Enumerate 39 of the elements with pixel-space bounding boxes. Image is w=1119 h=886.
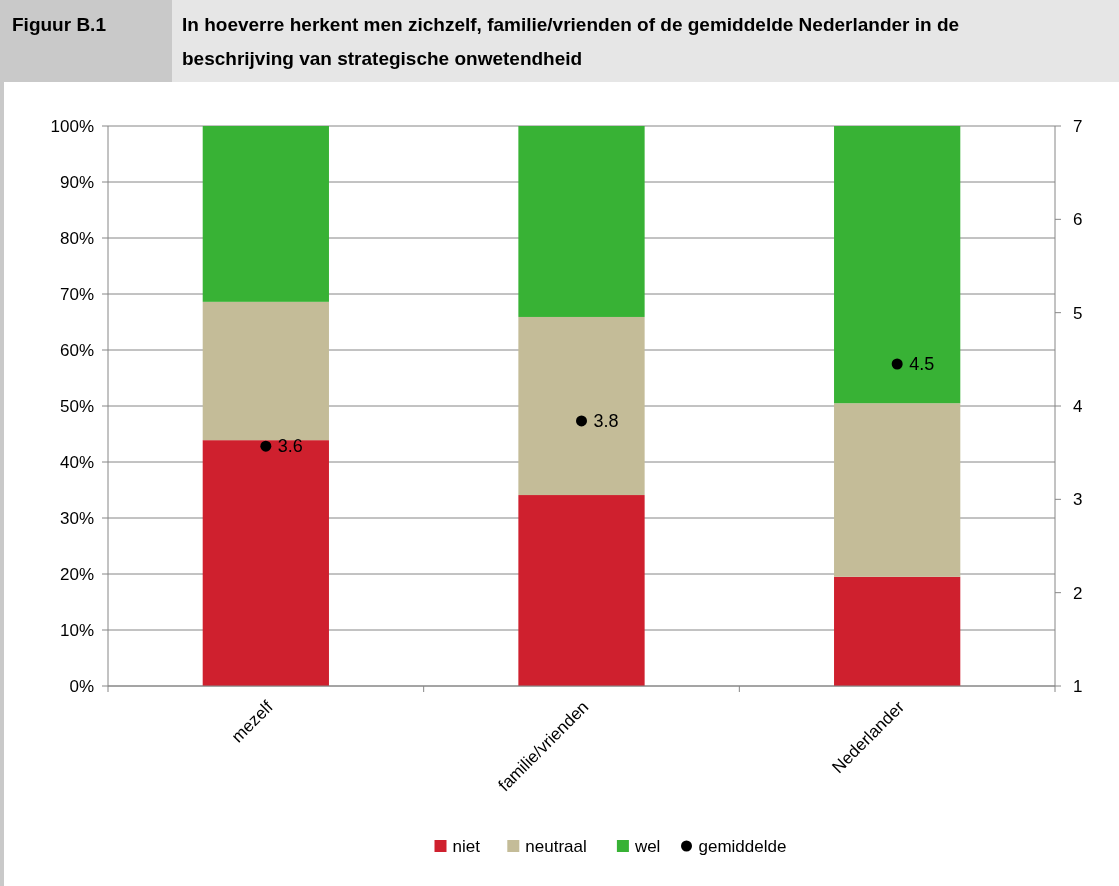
bar (202, 301, 329, 441)
point (891, 358, 903, 370)
bar (518, 126, 645, 317)
data-label: 4.5 (909, 354, 935, 374)
bar (834, 126, 961, 404)
data-label: 3.6 (277, 436, 303, 457)
y-tick-label: 20% (59, 565, 94, 584)
y2-tick-label: 3 (1073, 490, 1083, 510)
legend-label: niet (452, 837, 481, 856)
legend-label: gemiddelde (698, 837, 787, 856)
legend-label: neutraal (525, 837, 587, 856)
point (576, 415, 587, 427)
y-tick-label: 90% (59, 173, 94, 192)
bar (834, 576, 961, 686)
y2-tick-label: 1 (1073, 677, 1083, 696)
bar (834, 403, 961, 577)
y-tick-label: 0% (69, 677, 94, 696)
y2-tick-label: 4 (1073, 397, 1083, 416)
y-tick-label: 40% (59, 453, 94, 472)
y-tick-label: 60% (59, 341, 94, 360)
bar (518, 495, 645, 686)
chart-title: In hoeverre herkent men zichzelf, familie/vrienden of de gemiddelde Nederlander in de beschrijving van strategische onwetendheid (182, 14, 960, 69)
legend-label: wel (633, 837, 661, 856)
bar (202, 440, 329, 686)
y2-tick-label: 6 (1073, 210, 1083, 230)
data-label: 3.8 (593, 410, 619, 431)
bar (518, 316, 645, 496)
y-tick-label: 10% (59, 621, 94, 640)
y-tick-label: 50% (59, 397, 94, 416)
y-tick-label: 70% (59, 285, 94, 304)
bar (202, 126, 329, 302)
y2-tick-label: 2 (1073, 583, 1083, 603)
y2-tick-label: 7 (1073, 117, 1083, 136)
text: Figuur B.1 (12, 14, 107, 35)
point (260, 440, 272, 452)
y-tick-label: 30% (59, 509, 94, 528)
y2-tick-label: 5 (1073, 303, 1083, 323)
y-tick-label: 80% (59, 229, 94, 248)
y-tick-label: 100% (50, 117, 94, 136)
